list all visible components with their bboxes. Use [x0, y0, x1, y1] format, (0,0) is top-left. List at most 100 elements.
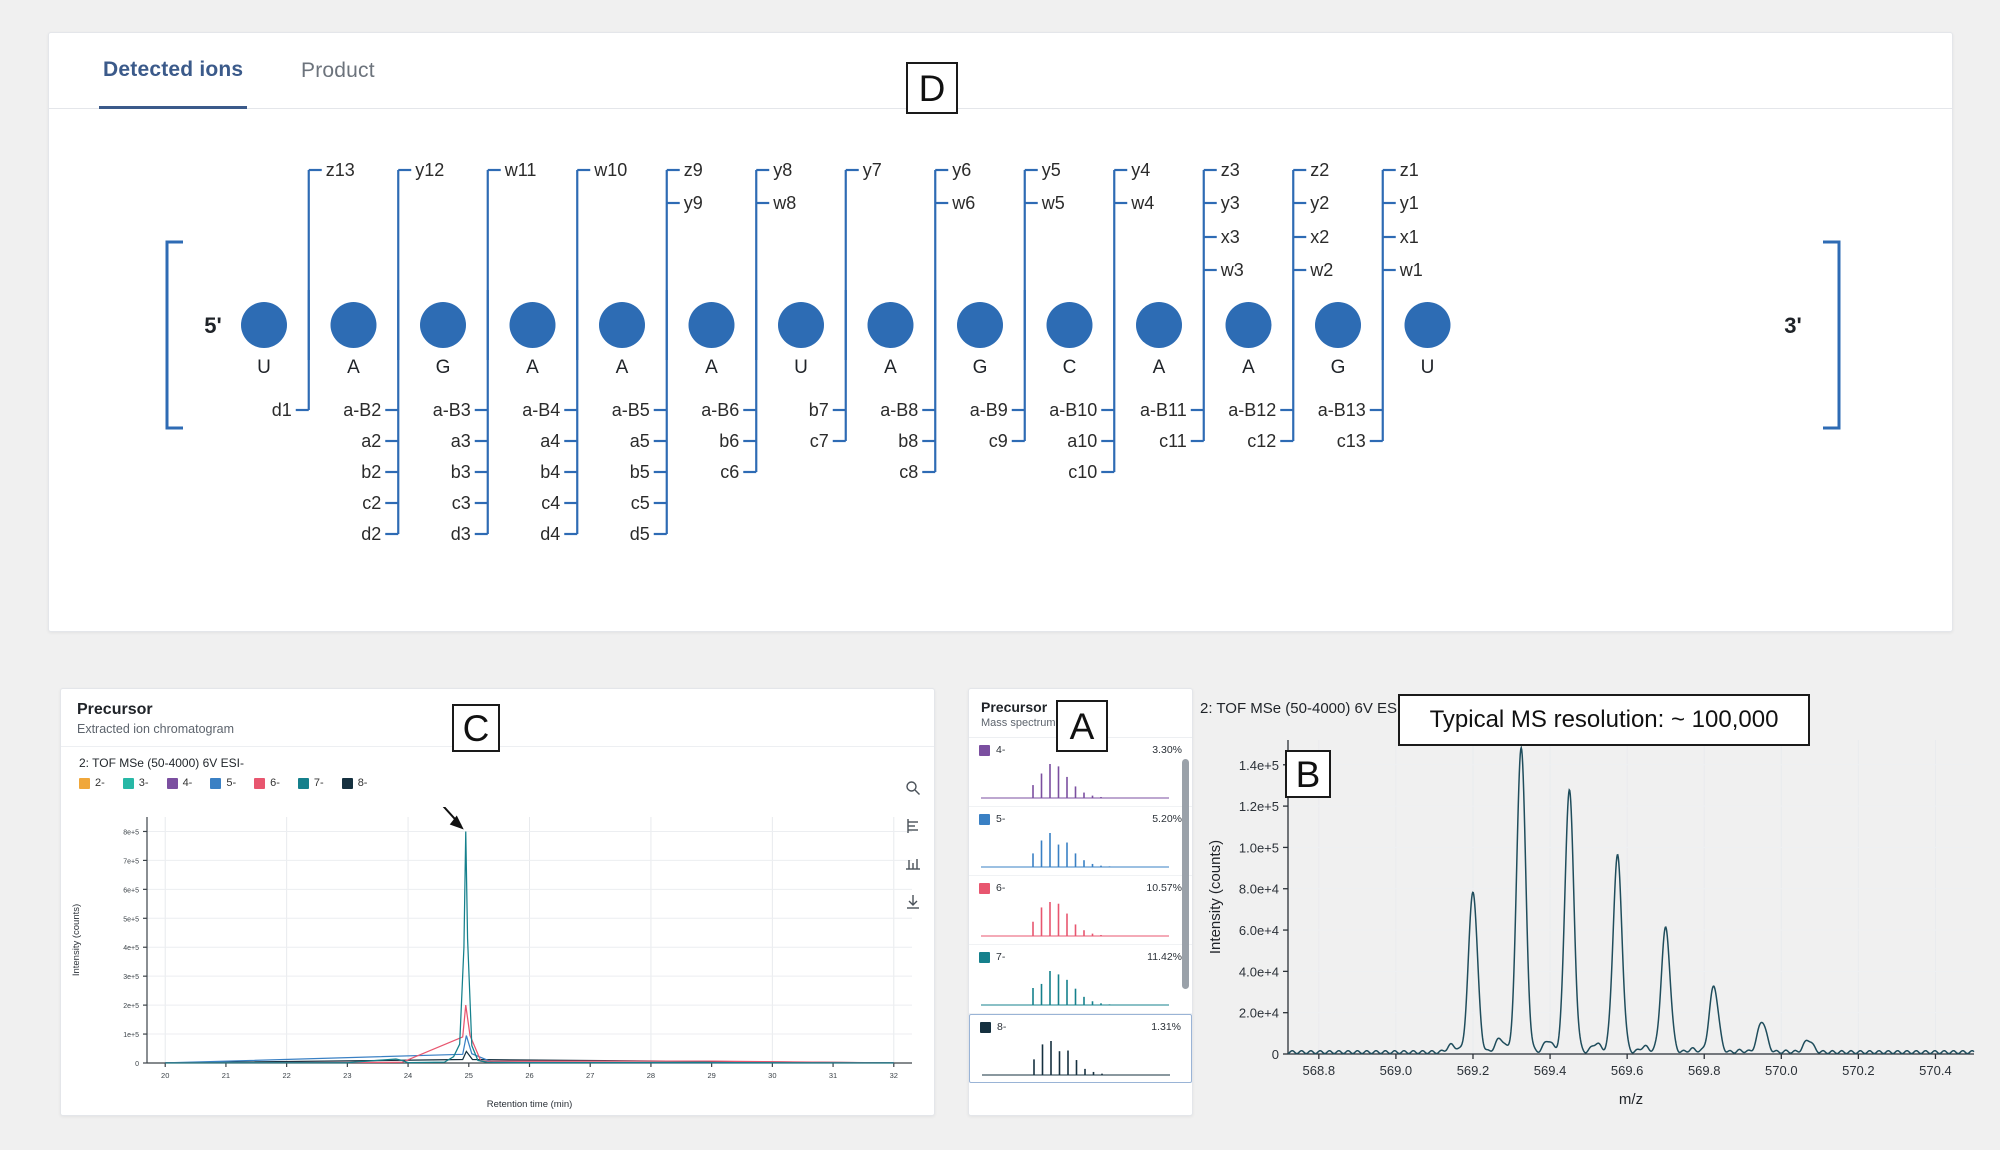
svg-text:b5: b5	[630, 462, 650, 482]
panel-tag-b: B	[1285, 750, 1331, 798]
panel-tag-a: A	[1056, 700, 1108, 752]
svg-text:C: C	[1063, 357, 1077, 378]
legend-label: 7-	[313, 777, 324, 789]
download-icon[interactable]	[902, 891, 924, 913]
charge-state-percent: 3.30%	[1152, 744, 1182, 756]
xic-legend-item[interactable]: 6-	[254, 777, 280, 789]
svg-text:27: 27	[586, 1071, 594, 1080]
detected-ions-card: Detected ions Product 5' 3' U A G A A A U A G C A A G U…	[48, 32, 1953, 632]
svg-text:c11: c11	[1159, 431, 1187, 451]
zoom-trace-label: 2: TOF MSe (50-4000) 6V ESI-	[1200, 700, 1407, 717]
svg-text:y3: y3	[1221, 193, 1240, 213]
ms-resolution-note-text: Typical MS resolution: ~ 100,000	[1429, 706, 1779, 733]
legend-swatch	[210, 777, 222, 789]
svg-text:y12: y12	[415, 160, 444, 180]
svg-text:w4: w4	[1130, 193, 1154, 213]
svg-text:a-B4: a-B4	[522, 400, 560, 420]
charge-state-swatch	[980, 1021, 991, 1033]
svg-text:1.2e+5: 1.2e+5	[1239, 799, 1279, 814]
charge-state-row[interactable]: 5- 5.20%	[969, 807, 1192, 876]
svg-text:22: 22	[282, 1071, 290, 1080]
xic-legend-item[interactable]: 2-	[79, 777, 105, 789]
charge-state-row[interactable]: 7- 11.42%	[969, 945, 1192, 1014]
svg-text:26: 26	[525, 1071, 533, 1080]
svg-text:b8: b8	[898, 431, 918, 451]
svg-text:A: A	[526, 357, 539, 378]
svg-text:32: 32	[890, 1071, 898, 1080]
zoom-icon[interactable]	[902, 777, 924, 799]
charge-state-row[interactable]: 8- 1.31%	[969, 1014, 1192, 1083]
svg-text:c8: c8	[899, 462, 918, 482]
charge-state-swatch	[979, 882, 990, 894]
svg-text:4.0e+4: 4.0e+4	[1239, 964, 1279, 979]
tab-product-label: Product	[301, 59, 375, 82]
svg-text:23: 23	[343, 1071, 351, 1080]
xic-plot[interactable]: 0 1e+5 2e+5 3e+5 4e+5 5e+5 6e+5 7e+5 8e+5 20 21 22 2…	[61, 807, 934, 1117]
svg-text:30: 30	[768, 1071, 776, 1080]
charge-state-row-header: 8- 1.31%	[980, 1021, 1181, 1033]
axis-left-icon[interactable]	[902, 815, 924, 837]
tab-detected-ions[interactable]: Detected ions	[99, 33, 248, 109]
svg-text:A: A	[1242, 357, 1255, 378]
ms-title: Precursor	[981, 699, 1048, 715]
legend-swatch	[122, 777, 134, 789]
zoomed-spectrum-plot[interactable]: 0 2.0e+4 4.0e+4 6.0e+4 8.0e+4 1.0e+5 1.2e+5 1.4…	[1200, 726, 1990, 1116]
xic-trace-label: 2: TOF MSe (50-4000) 6V ESI-	[79, 756, 244, 770]
svg-text:a3: a3	[451, 431, 471, 451]
charge-state-label-group: 6-	[979, 882, 1005, 894]
xic-legend-item[interactable]: 5-	[210, 777, 236, 789]
svg-text:31: 31	[829, 1071, 837, 1080]
axis-bottom-icon[interactable]	[902, 853, 924, 875]
svg-text:4e+5: 4e+5	[123, 945, 139, 952]
svg-text:a5: a5	[630, 431, 650, 451]
svg-text:w11: w11	[504, 160, 537, 180]
svg-text:3e+5: 3e+5	[123, 974, 139, 981]
legend-label: 4-	[182, 777, 193, 789]
charge-state-list[interactable]: 4- 3.30% 5- 5.20% 6- 10.57% 7- 11.42% 8- 1.31%	[969, 738, 1192, 1102]
svg-text:20: 20	[161, 1071, 169, 1080]
ms-subtitle: Mass spectrum	[981, 717, 1056, 729]
charge-state-row[interactable]: 4- 3.30%	[969, 738, 1192, 807]
ms-list-scrollbar[interactable]	[1182, 759, 1189, 989]
svg-text:b3: b3	[451, 462, 471, 482]
svg-text:x2: x2	[1310, 227, 1329, 247]
svg-text:a-B9: a-B9	[970, 400, 1008, 420]
charge-state-row[interactable]: 6- 10.57%	[969, 876, 1192, 945]
tab-product[interactable]: Product	[297, 33, 379, 109]
svg-text:x1: x1	[1400, 227, 1419, 247]
svg-text:U: U	[794, 357, 808, 378]
isotope-pattern-mini-chart	[981, 971, 1169, 1006]
xic-legend-item[interactable]: 8-	[341, 777, 368, 789]
svg-text:d2: d2	[361, 524, 381, 544]
charge-state-label-group: 8-	[980, 1021, 1006, 1033]
svg-text:568.8: 568.8	[1303, 1063, 1336, 1078]
svg-text:a10: a10	[1067, 431, 1097, 451]
precursor-xic-card: Precursor Extracted ion chromatogram 2: …	[60, 688, 935, 1116]
svg-text:3': 3'	[1784, 313, 1801, 338]
svg-text:c7: c7	[810, 431, 829, 451]
xic-legend-item[interactable]: 4-	[166, 777, 193, 789]
svg-text:569.2: 569.2	[1457, 1063, 1490, 1078]
xic-legend-item[interactable]: 3-	[122, 777, 149, 789]
xic-legend-item[interactable]: 7-	[297, 777, 324, 789]
charge-state-row-header: 5- 5.20%	[979, 813, 1182, 825]
panel-tag-d-label: D	[918, 67, 946, 109]
charge-state-label: 8-	[997, 1021, 1007, 1033]
svg-text:w10: w10	[593, 160, 627, 180]
legend-label: 8-	[357, 777, 368, 789]
isotope-pattern-mini-chart	[981, 902, 1169, 937]
legend-swatch	[79, 777, 90, 789]
svg-text:w6: w6	[951, 193, 975, 213]
svg-text:21: 21	[222, 1071, 230, 1080]
svg-text:570.2: 570.2	[1842, 1063, 1875, 1078]
svg-text:w1: w1	[1399, 260, 1423, 280]
svg-text:b6: b6	[719, 431, 739, 451]
svg-text:570.4: 570.4	[1919, 1063, 1952, 1078]
svg-text:c3: c3	[452, 493, 471, 513]
tab-detected-ions-label: Detected ions	[103, 57, 244, 81]
legend-swatch	[254, 777, 266, 789]
charge-state-row-header: 4- 3.30%	[979, 744, 1182, 756]
svg-text:U: U	[1421, 357, 1435, 378]
